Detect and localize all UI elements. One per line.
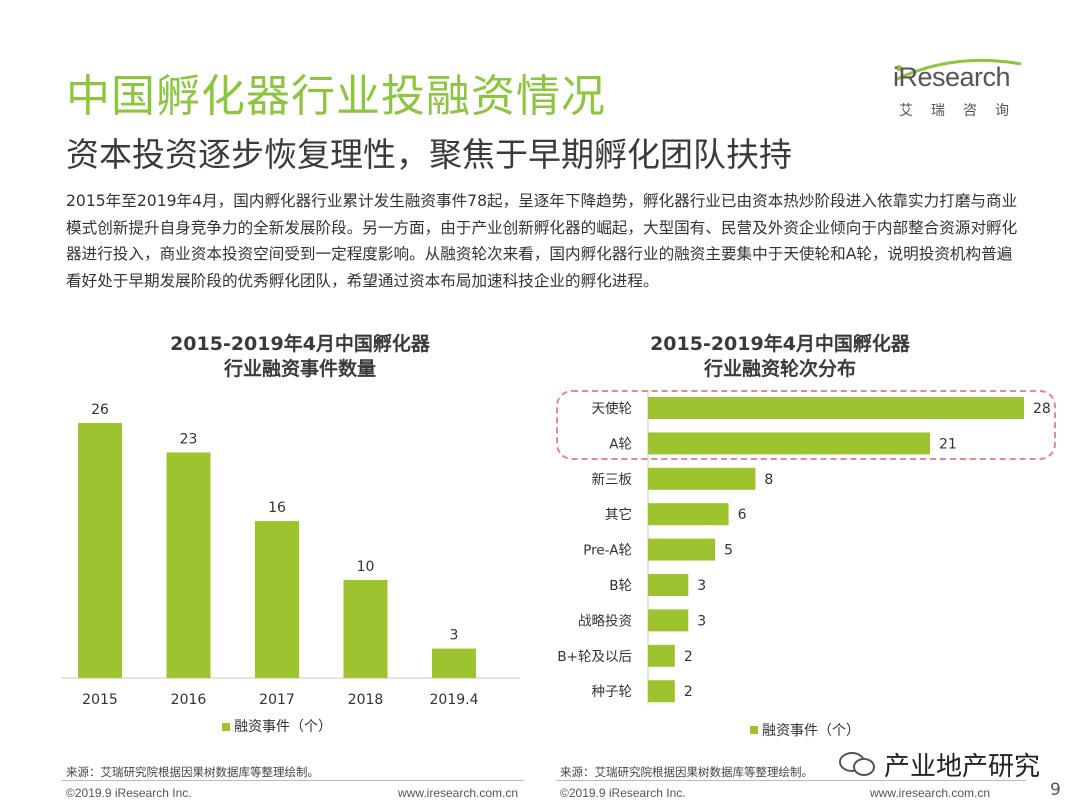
left-bar-2016 [166,452,211,678]
left-bar-2018 [343,579,388,678]
website-right: www.iresearch.com.cn [870,786,991,800]
logo-swoosh-icon [894,58,1022,82]
left-chart-title-line1: 2015-2019年4月中国孵化器 [170,333,430,355]
right-bar-value: 3 [697,578,706,594]
left-tick-label: 2018 [348,692,384,708]
left-tick-label: 2019.4 [430,692,479,708]
copyright-left: ©2019.9 iResearch Inc. [66,786,192,800]
right-category-label: B轮 [609,578,632,594]
page-number: 9 [1050,780,1061,800]
right-bar-8 [648,680,675,703]
source-note-left: 来源：艾瑞研究院根据因果树数据库等整理绘制。 [66,765,319,779]
right-bar-4 [648,538,716,561]
right-bar-value: 8 [764,472,773,488]
wechat-icon [839,752,875,776]
right-bar-3 [648,503,729,526]
right-chart-title-line2: 行业融资轮次分布 [703,358,856,380]
right-category-label: B+轮及以后 [557,649,632,665]
intro-paragraph: 2015年至2019年4月，国内孵化器行业累计发生融资事件78起，呈逐年下降趋势… [66,192,1018,290]
footer-divider-left [62,780,524,781]
right-bar-1 [648,432,930,455]
right-bar-value: 6 [738,507,747,523]
left-tick-label: 2015 [82,692,118,708]
right-bar-2 [648,467,756,490]
logo-subtitle: 艾瑞咨询 [899,103,1027,119]
right-category-label: Pre-A轮 [583,543,632,559]
right-chart-title: 2015-2019年4月中国孵化器 行业融资轮次分布 [560,332,1000,382]
left-bar-2017 [255,521,299,678]
watermark-text: 产业地产研究 [884,752,1041,782]
left-bar-2015 [78,423,122,678]
right-category-label: 天使轮 [592,400,633,417]
logo-wordmark: iResearch [893,62,1011,92]
right-category-label: 种子轮 [592,684,633,700]
right-bar-value: 3 [697,613,706,629]
copyright-right: ©2019.9 iResearch Inc. [560,786,686,800]
iresearch-logo: iResearch 艾瑞咨询 [893,58,1033,128]
right-bar-value: 5 [724,543,733,559]
right-bar-7 [648,644,675,667]
page-subtitle: 资本投资逐步恢复理性，聚焦于早期孵化团队扶持 [66,135,792,174]
right-bar-6 [648,609,689,632]
left-tick-label: 2017 [259,692,295,708]
left-legend-label: 融资事件（个） [234,719,332,735]
left-chart-title: 2015-2019年4月中国孵化器 行业融资事件数量 [80,332,520,382]
left-legend-swatch [222,723,230,731]
left-tick-label: 2016 [171,692,207,708]
footer-divider-right [556,780,1026,781]
right-chart-title-line1: 2015-2019年4月中国孵化器 [650,333,910,355]
left-bar-value: 3 [450,628,459,644]
source-note-right: 来源：艾瑞研究院根据因果树数据库等整理绘制。 [560,765,813,779]
right-bar-value: 2 [684,684,693,700]
right-legend-label: 融资事件（个） [762,723,860,739]
right-category-label: 战略投资 [578,613,632,629]
left-chart-title-line2: 行业融资事件数量 [223,358,376,380]
right-bar-5 [648,574,689,596]
right-bar-value: 2 [684,649,693,665]
page-title: 中国孵化器行业投融资情况 [66,71,606,122]
left-bar-value: 10 [357,559,375,575]
left-bar-value: 23 [180,431,198,447]
right-bar-value: 21 [939,436,957,452]
right-category-label: A轮 [609,436,632,452]
right-category-label: 新三板 [592,472,633,488]
right-category-label: 其它 [605,506,632,523]
right-legend-swatch [750,726,758,734]
left-bar-value: 16 [268,500,286,516]
highlight-box [556,390,1056,460]
right-bar-value: 28 [1033,401,1051,417]
left-bar-value: 26 [91,402,109,418]
right-bar-0 [648,397,1024,419]
left-bar-2019.4 [432,648,476,678]
website-left: www.iresearch.com.cn [398,786,519,800]
